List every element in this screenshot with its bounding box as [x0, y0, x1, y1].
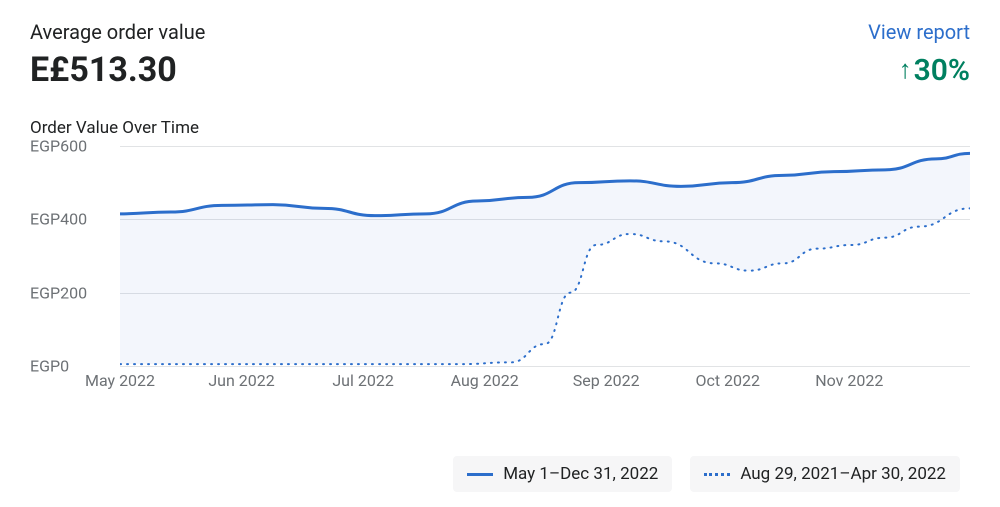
metric-value: E£513.30: [30, 50, 177, 90]
card-title: Average order value: [30, 20, 205, 44]
x-tick-label: Nov 2022: [815, 371, 883, 390]
chart-area-fill: [120, 153, 970, 364]
legend-item-previous[interactable]: Aug 29, 2021–Apr 30, 2022: [690, 456, 960, 492]
y-tick-label: EGP0: [30, 357, 69, 376]
x-tick-label: May 2022: [85, 371, 155, 390]
delta-arrow-icon: ↑: [899, 57, 912, 83]
y-tick-label: EGP400: [30, 210, 87, 229]
x-tick-label: Sep 2022: [573, 371, 640, 390]
x-tick-label: Jun 2022: [208, 371, 274, 390]
chart-legend: May 1–Dec 31, 2022 Aug 29, 2021–Apr 30, …: [30, 456, 970, 492]
legend-label-current: May 1–Dec 31, 2022: [503, 464, 658, 484]
x-tick-label: Aug 2022: [451, 371, 519, 390]
y-axis: EGP0EGP200EGP400EGP600: [30, 146, 120, 366]
metric-delta: ↑ 30%: [899, 53, 970, 88]
x-tick-label: Oct 2022: [695, 371, 760, 390]
y-tick-label: EGP200: [30, 283, 87, 302]
header-row: Average order value View report: [30, 20, 970, 44]
chart-subtitle: Order Value Over Time: [30, 118, 970, 138]
legend-swatch-solid-icon: [467, 473, 493, 476]
view-report-link[interactable]: View report: [868, 20, 970, 44]
grid-line: [120, 366, 970, 367]
legend-item-current[interactable]: May 1–Dec 31, 2022: [453, 456, 672, 492]
delta-value: 30%: [914, 53, 970, 88]
metric-row: E£513.30 ↑ 30%: [30, 50, 970, 90]
y-tick-label: EGP600: [30, 137, 87, 156]
chart-area: EGP0EGP200EGP400EGP600 May 2022Jun 2022J…: [30, 146, 970, 406]
legend-swatch-dotted-icon: [704, 473, 730, 476]
aov-card: Average order value View report E£513.30…: [0, 0, 1000, 507]
chart-plot: [120, 146, 970, 366]
legend-label-previous: Aug 29, 2021–Apr 30, 2022: [740, 464, 946, 484]
x-tick-label: Jul 2022: [332, 371, 393, 390]
